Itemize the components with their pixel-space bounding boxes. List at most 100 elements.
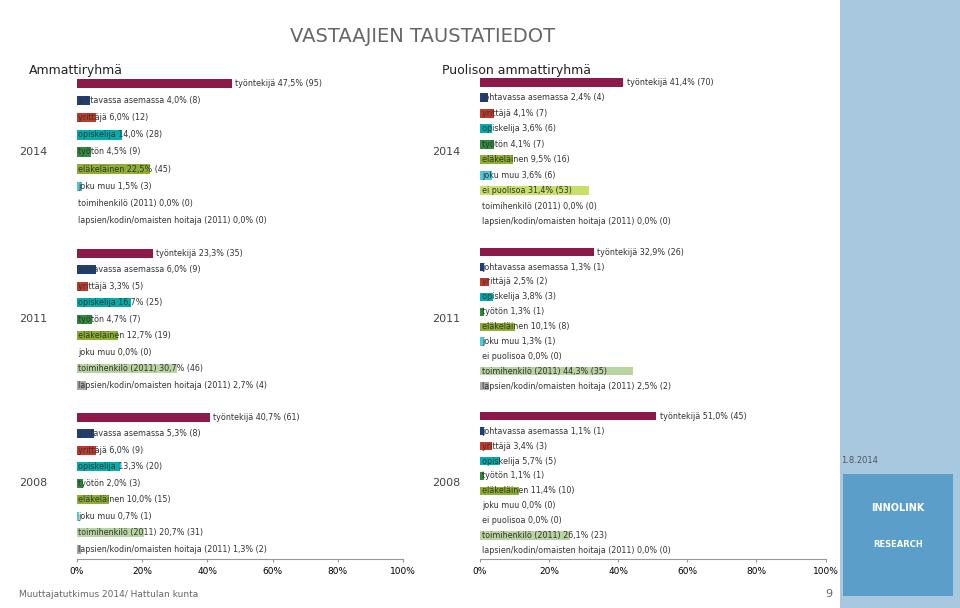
Text: 9: 9 bbox=[826, 589, 832, 599]
Bar bbox=[77, 298, 132, 307]
Text: opiskelija 14,0% (28): opiskelija 14,0% (28) bbox=[79, 130, 162, 139]
Text: joku muu 0,0% (0): joku muu 0,0% (0) bbox=[79, 348, 152, 357]
Text: yrittäjä 3,4% (3): yrittäjä 3,4% (3) bbox=[482, 441, 547, 451]
Bar bbox=[480, 412, 657, 420]
Text: toimihenkilö (2011) 20,7% (31): toimihenkilö (2011) 20,7% (31) bbox=[79, 528, 204, 537]
Text: yrittäjä 6,0% (9): yrittäjä 6,0% (9) bbox=[79, 446, 144, 455]
Text: ei puolisoa 31,4% (53): ei puolisoa 31,4% (53) bbox=[482, 186, 571, 195]
Bar bbox=[480, 140, 494, 148]
Text: toimihenkilö (2011) 26,1% (23): toimihenkilö (2011) 26,1% (23) bbox=[482, 531, 607, 540]
Text: toimihenkilö (2011) 30,7% (46): toimihenkilö (2011) 30,7% (46) bbox=[79, 364, 204, 373]
Text: johtavassa asemassa 6,0% (9): johtavassa asemassa 6,0% (9) bbox=[79, 265, 201, 274]
Text: Ammattiryhmä: Ammattiryhmä bbox=[29, 64, 123, 77]
Text: yrittäjä 3,3% (5): yrittäjä 3,3% (5) bbox=[79, 282, 144, 291]
Text: työntekijä 40,7% (61): työntekijä 40,7% (61) bbox=[213, 413, 300, 422]
Bar bbox=[480, 531, 570, 540]
Text: työntekijä 32,9% (26): työntekijä 32,9% (26) bbox=[597, 247, 684, 257]
Bar bbox=[77, 130, 123, 140]
Text: toimihenkilö (2011) 0,0% (0): toimihenkilö (2011) 0,0% (0) bbox=[79, 199, 193, 208]
Text: johtavassa asemassa 1,1% (1): johtavassa asemassa 1,1% (1) bbox=[482, 427, 604, 436]
Text: johtavassa asemassa 2,4% (4): johtavassa asemassa 2,4% (4) bbox=[482, 93, 605, 102]
Bar bbox=[77, 331, 118, 340]
Text: eläkeläinen 12,7% (19): eläkeläinen 12,7% (19) bbox=[79, 331, 171, 340]
Bar bbox=[480, 109, 494, 117]
Text: työtön 4,1% (7): työtön 4,1% (7) bbox=[482, 140, 544, 149]
Text: Puolison ammattiryhmä: Puolison ammattiryhmä bbox=[442, 64, 590, 77]
Bar bbox=[77, 545, 81, 554]
Text: eläkeläinen 10,0% (15): eläkeläinen 10,0% (15) bbox=[79, 496, 171, 505]
Bar bbox=[77, 249, 153, 258]
Text: 2011: 2011 bbox=[19, 314, 48, 324]
Bar bbox=[77, 282, 87, 291]
Bar bbox=[77, 496, 109, 505]
Bar bbox=[480, 323, 515, 331]
Bar bbox=[480, 457, 500, 465]
Text: opiskelija 13,3% (20): opiskelija 13,3% (20) bbox=[79, 462, 162, 471]
Text: 2008: 2008 bbox=[432, 478, 461, 488]
Bar bbox=[77, 147, 91, 157]
Text: työntekijä 51,0% (45): työntekijä 51,0% (45) bbox=[660, 412, 747, 421]
Bar bbox=[77, 315, 92, 323]
Bar bbox=[77, 265, 96, 274]
Text: työntekijä 23,3% (35): työntekijä 23,3% (35) bbox=[156, 249, 243, 258]
Text: lapsien/kodin/omaisten hoitaja (2011) 2,7% (4): lapsien/kodin/omaisten hoitaja (2011) 2,… bbox=[79, 381, 268, 390]
Text: toimihenkilö (2011) 44,3% (35): toimihenkilö (2011) 44,3% (35) bbox=[482, 367, 607, 376]
Bar bbox=[77, 429, 94, 438]
Text: 2014: 2014 bbox=[432, 147, 461, 157]
Bar bbox=[77, 446, 96, 455]
Text: eläkeläinen 22,5% (45): eläkeläinen 22,5% (45) bbox=[79, 165, 172, 174]
Text: työtön 4,5% (9): työtön 4,5% (9) bbox=[79, 148, 141, 156]
Bar bbox=[77, 381, 85, 390]
Text: VASTAAJIEN TAUSTATIEDOT: VASTAAJIEN TAUSTATIEDOT bbox=[290, 27, 555, 46]
Text: johtavassa asemassa 1,3% (1): johtavassa asemassa 1,3% (1) bbox=[482, 263, 604, 272]
Text: yrittäjä 6,0% (12): yrittäjä 6,0% (12) bbox=[79, 113, 149, 122]
Text: lapsien/kodin/omaisten hoitaja (2011) 0,0% (0): lapsien/kodin/omaisten hoitaja (2011) 0,… bbox=[482, 546, 670, 555]
Text: ei puolisoa 0,0% (0): ei puolisoa 0,0% (0) bbox=[482, 516, 562, 525]
Bar bbox=[480, 487, 519, 495]
Text: lapsien/kodin/omaisten hoitaja (2011) 0,0% (0): lapsien/kodin/omaisten hoitaja (2011) 0,… bbox=[79, 216, 267, 225]
Text: johtavassa asemassa 5,3% (8): johtavassa asemassa 5,3% (8) bbox=[79, 429, 201, 438]
Bar bbox=[77, 462, 120, 471]
Text: työntekijä 41,4% (70): työntekijä 41,4% (70) bbox=[627, 78, 713, 87]
Bar bbox=[480, 367, 633, 376]
Text: työtön 2,0% (3): työtön 2,0% (3) bbox=[79, 479, 141, 488]
Text: työtön 1,1% (1): työtön 1,1% (1) bbox=[482, 471, 544, 480]
Text: joku muu 0,0% (0): joku muu 0,0% (0) bbox=[482, 501, 555, 510]
Text: RESEARCH: RESEARCH bbox=[874, 541, 923, 549]
Text: joku muu 1,5% (3): joku muu 1,5% (3) bbox=[79, 182, 152, 191]
Bar bbox=[77, 78, 231, 88]
Text: opiskelija 3,6% (6): opiskelija 3,6% (6) bbox=[482, 124, 556, 133]
Text: Muuttajatutkimus 2014/ Hattulan kunta: Muuttajatutkimus 2014/ Hattulan kunta bbox=[19, 590, 199, 599]
Text: työntekijä 47,5% (95): työntekijä 47,5% (95) bbox=[235, 79, 323, 88]
Bar bbox=[77, 512, 79, 521]
Text: 1.8.2014: 1.8.2014 bbox=[841, 456, 877, 465]
Text: joku muu 1,3% (1): joku muu 1,3% (1) bbox=[482, 337, 555, 346]
Text: 2014: 2014 bbox=[19, 147, 48, 157]
Text: työtön 4,7% (7): työtön 4,7% (7) bbox=[79, 315, 141, 323]
Text: eläkeläinen 10,1% (8): eläkeläinen 10,1% (8) bbox=[482, 322, 569, 331]
Bar bbox=[77, 164, 150, 174]
Bar bbox=[480, 94, 489, 102]
Text: joku muu 3,6% (6): joku muu 3,6% (6) bbox=[482, 171, 555, 180]
Bar bbox=[480, 171, 492, 179]
Bar bbox=[77, 364, 177, 373]
Text: opiskelija 3,8% (3): opiskelija 3,8% (3) bbox=[482, 292, 556, 302]
Text: lapsien/kodin/omaisten hoitaja (2011) 2,5% (2): lapsien/kodin/omaisten hoitaja (2011) 2,… bbox=[482, 382, 671, 391]
Bar bbox=[77, 95, 90, 105]
Text: toimihenkilö (2011) 0,0% (0): toimihenkilö (2011) 0,0% (0) bbox=[482, 202, 596, 211]
Bar bbox=[480, 125, 492, 133]
Text: INNOLINK: INNOLINK bbox=[872, 503, 924, 513]
Bar bbox=[480, 187, 588, 195]
Text: 2011: 2011 bbox=[432, 314, 461, 324]
Text: joku muu 0,7% (1): joku muu 0,7% (1) bbox=[79, 512, 152, 521]
Text: lapsien/kodin/omaisten hoitaja (2011) 0,0% (0): lapsien/kodin/omaisten hoitaja (2011) 0,… bbox=[482, 217, 670, 226]
Text: opiskelija 5,7% (5): opiskelija 5,7% (5) bbox=[482, 457, 556, 466]
Bar bbox=[480, 292, 493, 301]
Bar bbox=[480, 308, 485, 316]
Text: ei puolisoa 0,0% (0): ei puolisoa 0,0% (0) bbox=[482, 352, 562, 361]
Text: eläkeläinen 11,4% (10): eläkeläinen 11,4% (10) bbox=[482, 486, 574, 496]
Text: 2008: 2008 bbox=[19, 478, 48, 488]
Bar bbox=[480, 442, 492, 450]
Bar bbox=[480, 248, 593, 256]
Bar bbox=[77, 413, 209, 422]
